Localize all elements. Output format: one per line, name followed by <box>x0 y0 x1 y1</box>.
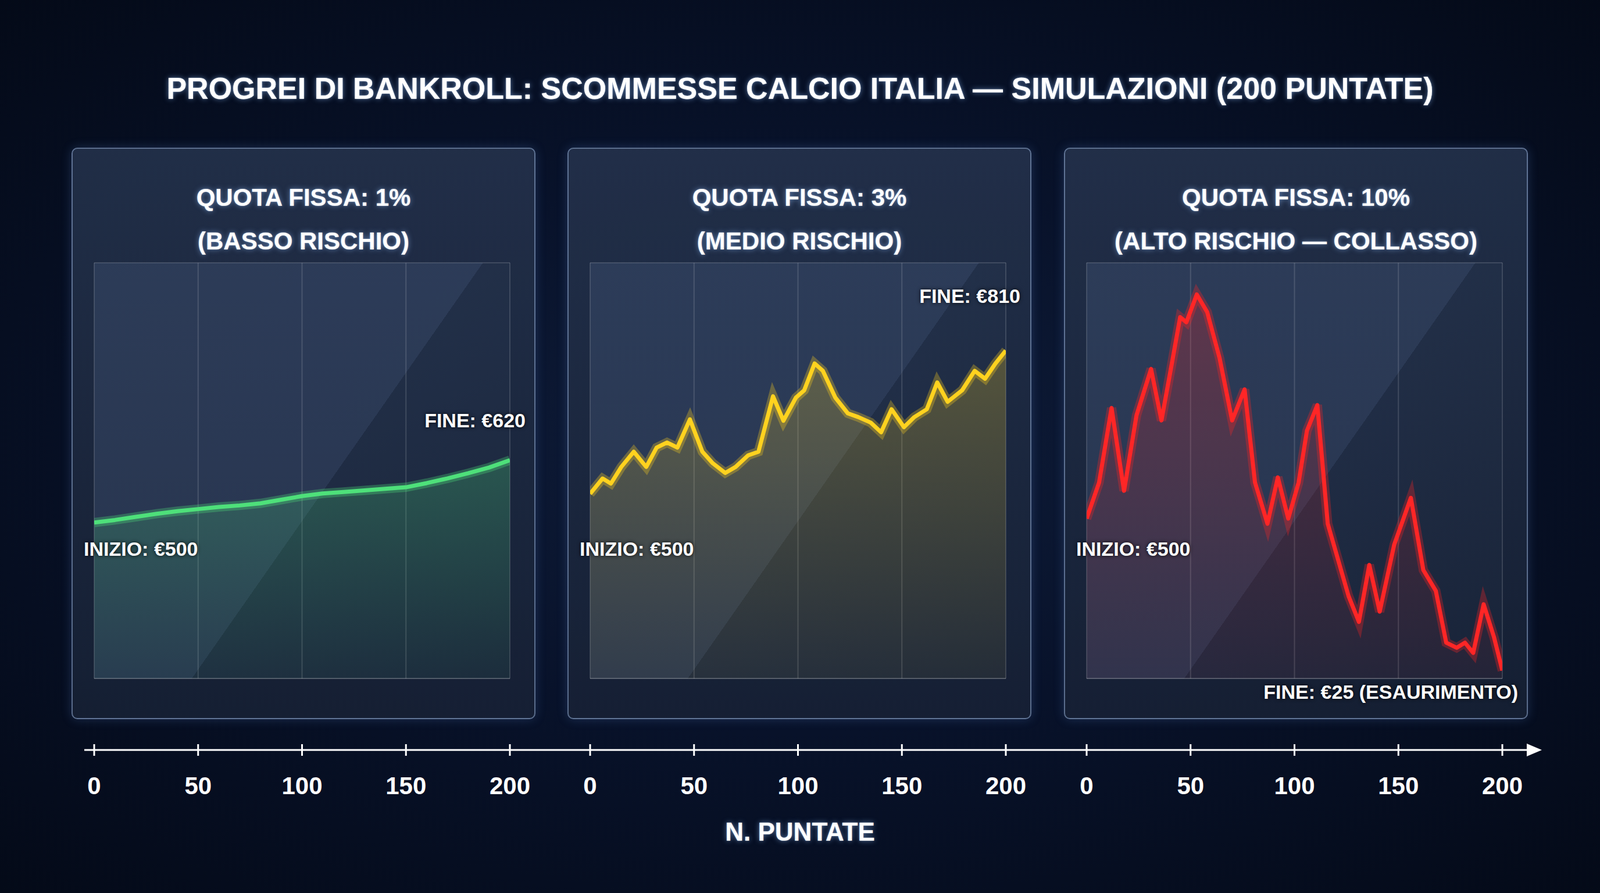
svg-text:0: 0 <box>583 772 597 800</box>
svg-text:200: 200 <box>489 772 531 800</box>
html-text:(ALTO RISCHIO — COLLASSO): (ALTO RISCHIO — COLLASSO) <box>1114 227 1478 255</box>
html-text:(MEDIO RISCHIO): (MEDIO RISCHIO) <box>696 227 902 255</box>
svg-text:150: 150 <box>881 772 923 800</box>
svg-text:100: 100 <box>281 772 323 800</box>
html-text:(BASSO RISCHIO): (BASSO RISCHIO) <box>197 227 410 255</box>
svg-text:150: 150 <box>1377 772 1419 800</box>
html-text:INIZIO: €500: INIZIO: €500 <box>83 537 198 560</box>
html-text:QUOTA FISSA: 10%: QUOTA FISSA: 10% <box>1181 183 1410 212</box>
html-text:N. PUNTATE: N. PUNTATE <box>725 817 875 846</box>
svg-text:0: 0 <box>87 772 101 800</box>
svg-text:200: 200 <box>1481 772 1523 800</box>
svg-text:50: 50 <box>680 772 708 800</box>
svg-text:50: 50 <box>184 772 212 800</box>
html-text:INIZIO: €500: INIZIO: €500 <box>579 537 694 560</box>
svg-text:100: 100 <box>777 772 819 800</box>
html-text:FINE: €810: FINE: €810 <box>919 284 1021 307</box>
html-text:QUOTA FISSA: 3%: QUOTA FISSA: 3% <box>692 183 907 212</box>
html-text:INIZIO: €500: INIZIO: €500 <box>1076 537 1191 560</box>
svg-text:200: 200 <box>985 772 1027 800</box>
svg-text:50: 50 <box>1176 772 1205 800</box>
html-text:PROGREI DI BANKROLL: SCOMMESSE: PROGREI DI BANKROLL: SCOMMESSE CALCIO IT… <box>166 71 1434 106</box>
html-text:QUOTA FISSA: 1%: QUOTA FISSA: 1% <box>196 183 411 212</box>
svg-text:150: 150 <box>385 772 427 800</box>
html-text:FINE: €25 (ESAURIMENTO): FINE: €25 (ESAURIMENTO) <box>1263 680 1519 703</box>
svg-text:0: 0 <box>1079 772 1094 800</box>
html-text:FINE: €620: FINE: €620 <box>424 409 526 432</box>
svg-text:100: 100 <box>1273 772 1315 800</box>
